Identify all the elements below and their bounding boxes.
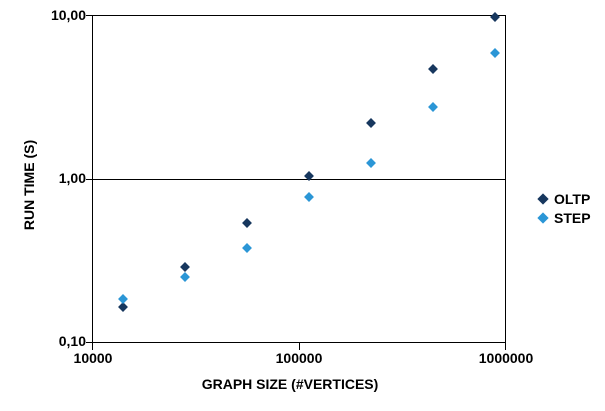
data-point-step: [304, 191, 315, 202]
legend-label-step: STEP: [554, 209, 591, 226]
x-tick-mark: [92, 342, 93, 350]
step-diamond-icon: [537, 211, 549, 224]
y-tick-mark: [86, 15, 93, 16]
legend: OLTP STEP: [537, 189, 591, 227]
data-point-oltp: [366, 118, 377, 129]
legend-label-oltp: OLTP: [554, 190, 591, 207]
y-axis-title: RUN TIME (S): [21, 139, 37, 231]
plot-area: [92, 11, 506, 343]
data-point-step: [118, 293, 129, 304]
data-point-oltp: [242, 217, 253, 228]
x-tick-mark: [299, 342, 300, 350]
x-tick-mark: [505, 342, 506, 350]
legend-item-step: STEP: [537, 208, 591, 227]
oltp-diamond-icon: [537, 192, 549, 205]
x-tick-label-100000: 100000: [275, 350, 323, 366]
y-tick-mark: [86, 179, 93, 180]
x-axis-title: GRAPH SIZE (#VERTICES): [201, 376, 379, 392]
legend-item-oltp: OLTP: [537, 189, 591, 208]
y-tick-label-10: 10,00: [50, 7, 86, 23]
data-point-step: [428, 102, 439, 113]
data-point-oltp: [428, 64, 439, 75]
data-point-step: [366, 158, 377, 169]
x-tick-label-1000000: 1000000: [478, 350, 534, 366]
data-point-step: [490, 48, 501, 59]
x-tick-label-10000: 10000: [73, 350, 113, 366]
data-point-step: [242, 243, 253, 254]
y-tick-label-1: 1,00: [58, 170, 86, 186]
gridline-1s: [93, 179, 505, 180]
data-point-oltp: [180, 261, 191, 272]
y-tick-label-0-1: 0,10: [58, 333, 86, 349]
data-point-oltp: [490, 11, 501, 22]
y-tick-mark: [86, 342, 93, 343]
data-point-step: [180, 272, 191, 283]
